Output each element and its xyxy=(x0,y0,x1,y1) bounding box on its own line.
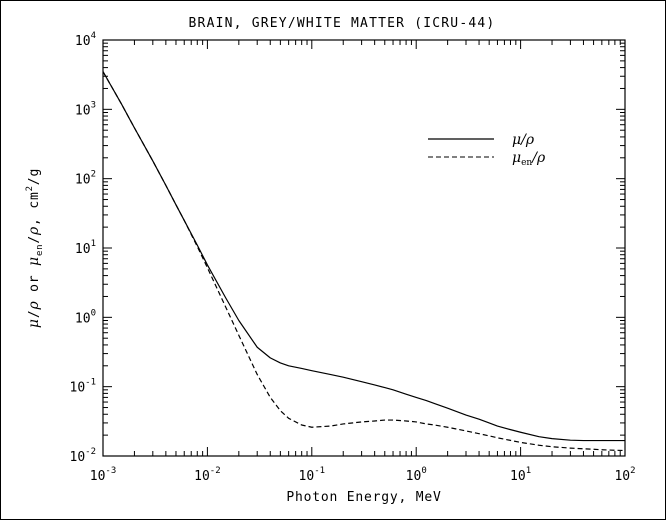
y-axis-label: μ/ρ or μen/ρ, cm2/g xyxy=(25,168,45,328)
axis-ticks xyxy=(102,39,626,457)
series-line-mu-rho xyxy=(102,71,625,442)
y-tick-label: 10-1 xyxy=(70,378,97,396)
y-label-mu2: μ xyxy=(26,256,42,266)
x-tick-label: 10-1 xyxy=(299,466,326,484)
y-label-rho2: ρ xyxy=(26,226,42,236)
chart-title: BRAIN, GREY/WHITE MATTER (ICRU-44) xyxy=(189,16,496,31)
y-tick-labels: 10-2 10-1 100 101 102 103 104 xyxy=(70,31,97,465)
x-tick-label: 101 xyxy=(510,466,531,484)
series-line-mu-en-rho xyxy=(102,71,626,452)
series-lines xyxy=(102,71,626,452)
y-label-or: or xyxy=(27,275,42,292)
y-label-units-tail: /g xyxy=(27,168,42,185)
x-tick-labels: 10-3 10-2 10-1 100 101 102 xyxy=(90,466,636,484)
y-tick-label: 104 xyxy=(75,31,96,49)
y-tick-label: 103 xyxy=(75,100,96,118)
x-tick-label: 102 xyxy=(614,466,635,484)
plot-area xyxy=(102,39,626,457)
y-label-units-exp: 2 xyxy=(25,185,35,191)
y-label-en: en xyxy=(35,244,45,256)
x-tick-label: 100 xyxy=(406,466,427,484)
legend-label-mu-rho: μ/ρ xyxy=(512,132,535,148)
x-axis-label: Photon Energy, MeV xyxy=(286,490,441,505)
y-tick-label: 101 xyxy=(75,239,96,257)
y-label-units: cm xyxy=(27,191,42,208)
y-label-sep2: / xyxy=(27,235,42,244)
legend-label-mu-en-rho: μen/ρ xyxy=(512,150,546,168)
y-label-rho: ρ xyxy=(26,301,42,311)
x-tick-label: 10-2 xyxy=(194,466,221,484)
y-label-mu: μ xyxy=(26,318,42,328)
y-label-sep1: / xyxy=(27,310,42,319)
y-tick-label: 100 xyxy=(75,308,96,326)
x-tick-label: 10-3 xyxy=(90,466,117,484)
y-label-comma: , xyxy=(27,217,42,226)
y-tick-label: 102 xyxy=(75,170,96,188)
y-tick-label: 10-2 xyxy=(70,447,97,465)
legend: μ/ρ μen/ρ xyxy=(428,132,546,168)
